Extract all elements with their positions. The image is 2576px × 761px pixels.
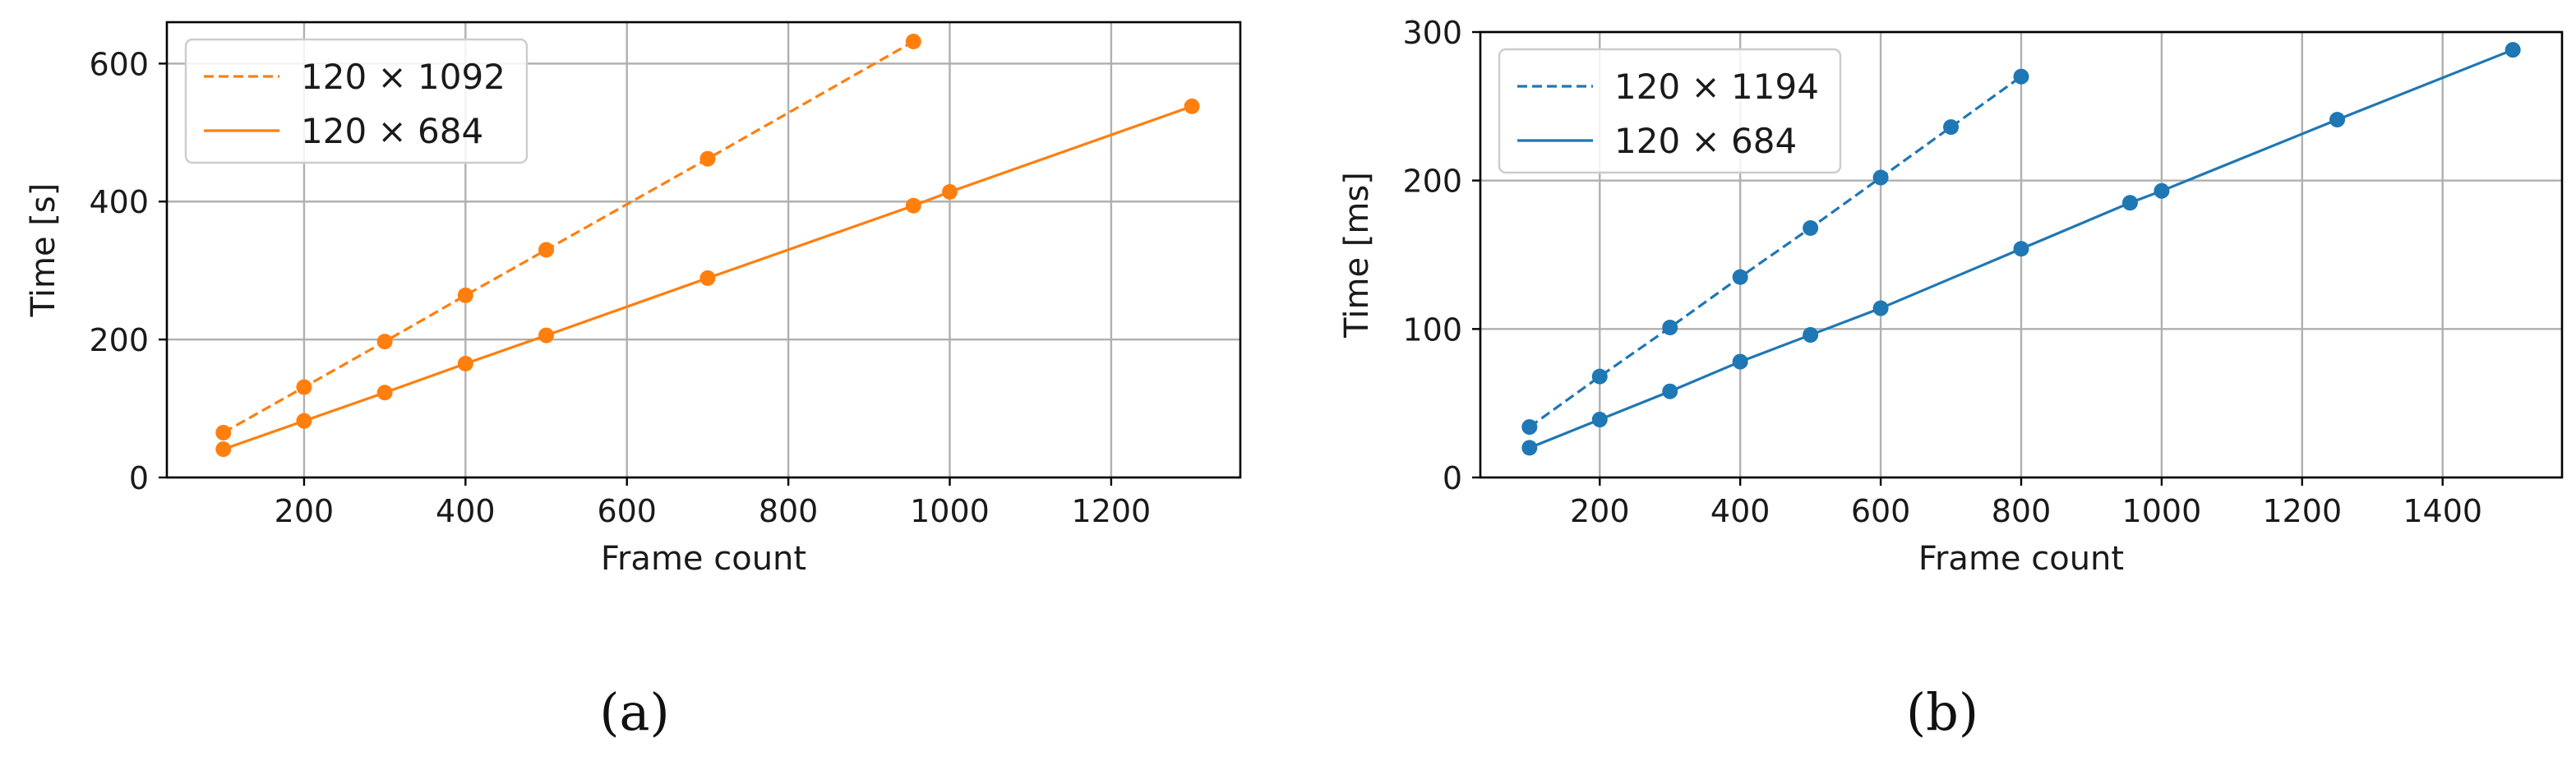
data-point <box>1803 219 1819 236</box>
y-tick-label: 100 <box>1402 311 1462 348</box>
data-point <box>457 287 473 303</box>
x-tick-label: 1200 <box>2262 493 2342 529</box>
y-tick-label: 0 <box>129 460 149 496</box>
data-point <box>2121 195 2138 211</box>
y-tick-label: 200 <box>1402 164 1462 200</box>
legend-label: 120 × 1194 <box>1614 67 1819 107</box>
y-tick-label: 300 <box>1402 15 1462 51</box>
x-tick-label: 800 <box>759 493 819 529</box>
x-tick-label: 600 <box>597 493 657 529</box>
data-point <box>1872 169 1889 186</box>
x-tick-label: 1000 <box>910 493 990 529</box>
data-point <box>1591 368 1608 385</box>
data-point <box>2013 241 2029 257</box>
y-axis-label: Time [s] <box>25 183 62 318</box>
data-point <box>2504 42 2521 58</box>
data-point <box>1184 98 1200 114</box>
x-tick-label: 400 <box>436 493 496 529</box>
data-point <box>376 385 393 401</box>
subfigure-caption: (b) <box>1906 682 1978 742</box>
data-point <box>1662 320 1678 336</box>
data-point <box>905 34 921 50</box>
data-point <box>1521 440 1538 456</box>
x-tick-label: 600 <box>1851 493 1911 529</box>
x-tick-label: 400 <box>1710 493 1770 529</box>
data-point <box>2154 182 2170 199</box>
data-point <box>1872 300 1889 316</box>
x-tick-label: 200 <box>275 493 335 529</box>
x-axis-label: Frame count <box>1918 540 2124 578</box>
x-tick-label: 800 <box>1992 493 2052 529</box>
data-point <box>376 334 393 350</box>
data-point <box>941 183 958 200</box>
y-tick-label: 400 <box>89 184 149 220</box>
data-point <box>1591 412 1608 428</box>
x-tick-label: 1000 <box>2122 493 2202 529</box>
data-point <box>905 197 921 214</box>
data-point <box>699 270 716 286</box>
data-point <box>2013 68 2029 85</box>
plot-frame <box>165 21 1242 479</box>
chart-b: 200 400 600 800 1000 1200 1400 0 100 200 300 Frame … <box>1338 15 2564 742</box>
data-point <box>2329 112 2346 128</box>
data-point <box>296 413 312 429</box>
chart-a: 200 400 600 800 1000 1200 0 200 400 600 Frame coun… <box>25 21 1242 742</box>
data-point <box>1662 383 1678 399</box>
series-line-dashed <box>1528 75 2022 428</box>
legend-label: 120 × 684 <box>1614 121 1797 161</box>
data-point <box>1803 327 1819 344</box>
x-tick-label: 1200 <box>1072 493 1152 529</box>
x-tick-label: 1400 <box>2403 493 2482 529</box>
data-point <box>457 356 473 371</box>
y-tick-label: 600 <box>89 46 149 82</box>
legend-label: 120 × 684 <box>301 111 483 151</box>
legend-label: 120 × 1092 <box>301 57 506 97</box>
data-point <box>538 242 555 258</box>
subfigure-caption: (a) <box>599 682 669 742</box>
data-point <box>538 327 555 344</box>
data-point <box>215 441 232 458</box>
y-tick-label: 200 <box>89 322 149 358</box>
data-point <box>699 150 716 167</box>
y-axis-label: Time [ms] <box>1338 172 1376 339</box>
x-tick-label: 200 <box>1570 493 1630 529</box>
data-point <box>1732 353 1748 370</box>
x-axis-label: Frame count <box>601 540 806 578</box>
data-point <box>1732 269 1748 285</box>
data-point <box>296 379 312 395</box>
data-point <box>1943 119 1960 136</box>
y-tick-label: 0 <box>1443 460 1462 496</box>
data-point <box>1521 419 1538 436</box>
data-point <box>215 424 232 440</box>
